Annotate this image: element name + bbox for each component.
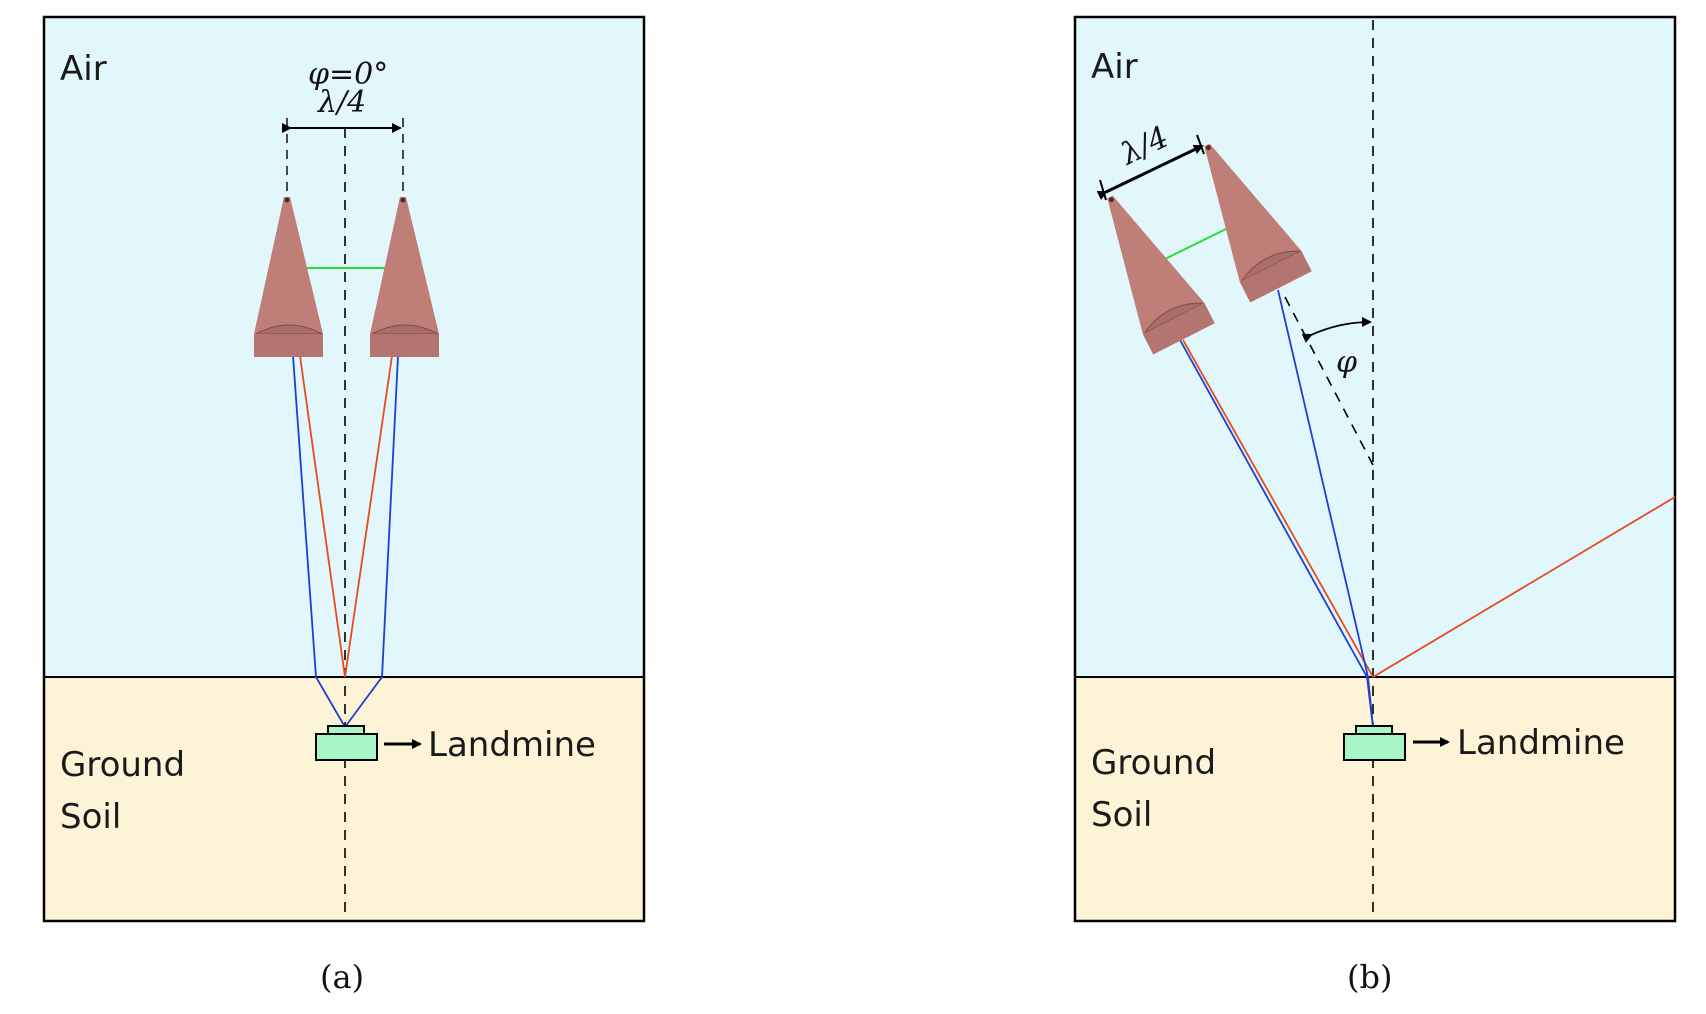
angle-label: φ (1336, 345, 1357, 380)
tilted-axis (1284, 296, 1374, 466)
horn-antenna-right (370, 197, 439, 357)
landmine (315, 725, 378, 761)
angle-arc (1301, 317, 1372, 343)
air-region (1075, 17, 1675, 677)
spacing-label: λ/4 (317, 85, 366, 120)
angle-label: φ=0° (308, 57, 388, 92)
panel-a: φ=0° λ/4 Landmine Air Gr (42, 15, 646, 996)
ray-blue-left (292, 355, 346, 728)
panel-caption: (b) (1347, 958, 1392, 996)
horn-antenna-right (1204, 143, 1312, 303)
ray-red-right (344, 355, 393, 678)
soil-label-line2: Soil (60, 797, 121, 837)
soil-label-line2: Soil (1091, 795, 1152, 835)
panel-frame (42, 15, 646, 923)
soil-region (44, 677, 644, 921)
ray-blue-right (1277, 289, 1374, 728)
spacing-tick-left (1099, 179, 1107, 201)
soil-label-line1: Ground (1091, 743, 1216, 783)
landmine (1343, 725, 1406, 761)
spacing-dimension-arrow (1096, 144, 1204, 200)
panel-b: φ λ/4 Landmi (1073, 15, 1677, 996)
panel-caption: (a) (320, 958, 364, 996)
air-label: Air (1091, 47, 1138, 87)
panel-frame (1073, 15, 1677, 923)
soil-region (1075, 677, 1675, 921)
ray-red-left (299, 355, 346, 678)
spacing-tick-right (1196, 134, 1205, 155)
ray-blue-right (344, 355, 399, 728)
ray-red-reflected (1372, 496, 1676, 678)
landmine-label: Landmine (1457, 723, 1625, 763)
ray-red-left (1182, 339, 1374, 678)
horn-antenna-left (1107, 195, 1215, 355)
landmine-label: Landmine (428, 725, 596, 765)
air-label: Air (60, 49, 107, 89)
soil-label-line1: Ground (60, 745, 185, 785)
horn-antenna-left (254, 197, 323, 357)
antenna-link (1162, 227, 1229, 261)
